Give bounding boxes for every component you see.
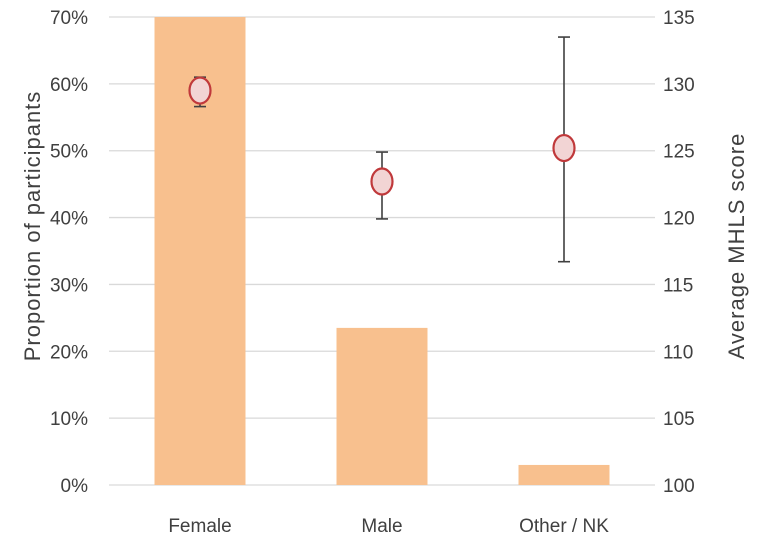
- score-point: [552, 133, 576, 163]
- score-point: [188, 76, 212, 105]
- left-tick-label: 60%: [50, 75, 88, 96]
- right-axis-title: Average MHLS score: [724, 133, 749, 360]
- left-tick-label: 10%: [50, 409, 88, 430]
- left-tick-label: 0%: [61, 476, 89, 497]
- bar-series: [154, 17, 610, 485]
- category-label: Male: [361, 516, 402, 537]
- left-axis-tick-labels: 0% 10% 20% 30% 40% 50% 60% 70%: [50, 8, 88, 497]
- left-tick-label: 70%: [50, 8, 88, 29]
- category-label: Female: [168, 516, 231, 537]
- right-axis-tick-labels: 100 105 110 115 120 125 130 135: [663, 8, 695, 497]
- left-tick-label: 40%: [50, 209, 88, 230]
- score-point-series: [188, 76, 576, 196]
- right-tick-label: 115: [663, 275, 693, 296]
- category-label: Other / NK: [519, 516, 609, 537]
- error-bar-series: [194, 36, 570, 263]
- bar: [518, 464, 610, 485]
- bar: [336, 327, 428, 485]
- left-tick-label: 20%: [50, 342, 88, 363]
- right-tick-label: 125: [663, 142, 695, 163]
- left-axis-title: Proportion of participants: [20, 91, 45, 362]
- score-point: [370, 167, 394, 196]
- right-tick-label: 135: [663, 8, 695, 29]
- right-tick-label: 130: [663, 75, 695, 96]
- left-tick-label: 30%: [50, 275, 88, 296]
- right-tick-label: 105: [663, 409, 695, 430]
- right-tick-label: 110: [663, 342, 693, 363]
- left-tick-label: 50%: [50, 142, 88, 163]
- right-tick-label: 100: [663, 476, 695, 497]
- category-labels: Female Male Other / NK: [168, 516, 609, 537]
- right-tick-label: 120: [663, 209, 695, 230]
